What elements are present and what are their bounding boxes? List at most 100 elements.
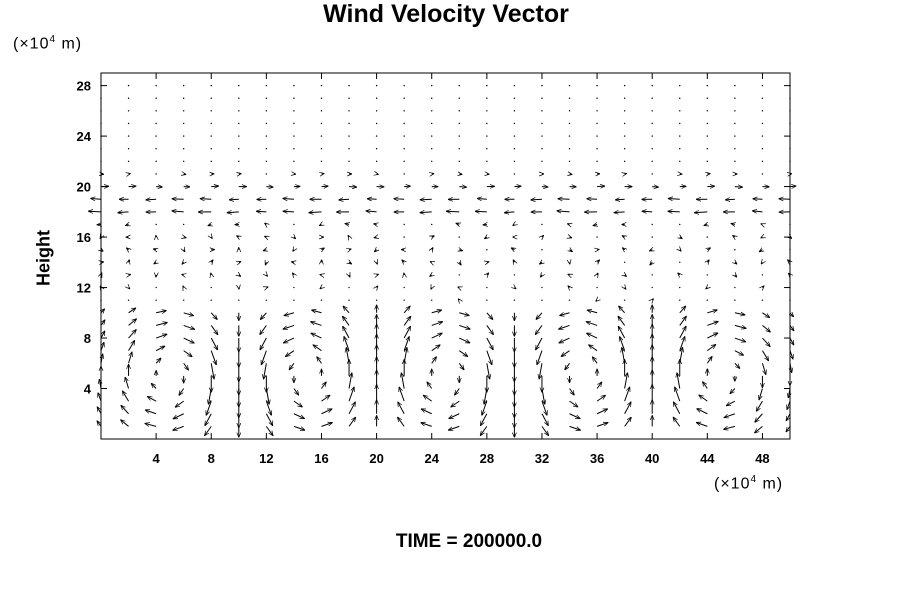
vector-arrow (513, 224, 514, 225)
vector-arrow (421, 423, 432, 427)
vector-arrow (403, 348, 407, 364)
vector-arrow (210, 312, 217, 320)
vector-arrow (704, 224, 707, 225)
vector-point (734, 97, 736, 99)
vector-arrow (265, 426, 273, 435)
vector-arrow (88, 211, 102, 212)
y-tick-label: 24 (77, 129, 92, 144)
vector-arrow (620, 337, 626, 351)
vector-arrow (786, 426, 790, 431)
y-tick-label: 8 (84, 331, 91, 346)
y-tick-label: 20 (77, 180, 91, 195)
x-unit-exponent: 4 (750, 474, 758, 485)
vector-point (238, 299, 240, 301)
vector-arrow (459, 250, 462, 251)
vector-arrow (652, 299, 653, 300)
vector-arrow (91, 198, 102, 199)
vector-point (403, 286, 405, 289)
vector-arrow (309, 212, 322, 213)
vector-arrow (559, 337, 570, 343)
vector-arrow (597, 273, 598, 275)
vector-arrow (569, 425, 581, 430)
vector-point (403, 84, 405, 87)
vector-arrow (735, 262, 737, 264)
vector-arrow (762, 286, 763, 288)
vector-arrow (289, 362, 295, 369)
vector-arrow (126, 224, 129, 225)
vector-point (513, 173, 516, 175)
vector-arrow (349, 275, 350, 277)
vector-arrow (762, 350, 768, 361)
vector-point (679, 299, 681, 301)
vector-arrow (155, 322, 167, 326)
vector-point (155, 135, 157, 137)
x-tick-label: 12 (259, 451, 273, 466)
vector-point (541, 148, 543, 150)
vector-arrow (208, 224, 211, 225)
vector-point (651, 173, 653, 175)
vector-point (513, 122, 516, 125)
vector-point (403, 135, 405, 137)
vector-arrow (707, 260, 709, 262)
vector-point (293, 148, 295, 150)
vector-point (486, 110, 488, 112)
vector-point (761, 173, 764, 175)
vector-arrow (557, 211, 570, 212)
vector-point (706, 122, 709, 125)
vector-arrow (321, 409, 331, 415)
vector-point (210, 286, 212, 289)
vector-point (127, 160, 130, 163)
vector-point (431, 122, 433, 125)
vector-arrow (173, 413, 184, 419)
vector-arrow (421, 409, 432, 415)
y-tick-label: 12 (77, 281, 91, 296)
vector-arrow (449, 413, 460, 419)
vector-point (293, 110, 295, 112)
vector-point (431, 84, 433, 87)
vector-arrow (210, 350, 216, 365)
vector-arrow (668, 198, 680, 199)
vector-arrow (121, 420, 129, 427)
vector-arrow (343, 316, 350, 326)
vector-point (761, 160, 764, 163)
vector-point (403, 122, 405, 125)
x-tick-label: 4 (153, 451, 161, 466)
vector-arrow (154, 262, 156, 263)
vector-point (706, 299, 709, 301)
vector-point (403, 299, 405, 301)
vector-arrow (321, 395, 329, 402)
vector-arrow (593, 224, 597, 225)
vector-arrow (155, 358, 161, 364)
x-tick-label: 32 (535, 451, 549, 466)
vector-arrow (513, 260, 514, 262)
vector-point (541, 299, 543, 301)
vector-point (734, 135, 736, 137)
vector-point (182, 122, 185, 125)
vector-arrow (790, 313, 793, 317)
vector-point (348, 299, 350, 301)
vector-point (596, 122, 598, 125)
vector-arrow (569, 400, 578, 407)
vector-point (155, 97, 157, 99)
vector-arrow (542, 236, 544, 238)
vector-point (734, 84, 736, 87)
vector-point (513, 299, 516, 301)
vector-point (403, 148, 405, 150)
vector-point (320, 148, 323, 150)
vector-point (679, 148, 681, 150)
vector-arrow (148, 397, 157, 402)
vector-point (348, 97, 350, 99)
vector-arrow (694, 212, 708, 213)
vector-arrow (431, 357, 437, 364)
vector-arrow (377, 286, 378, 288)
vector-point (623, 135, 626, 137)
vector-arrow (734, 337, 746, 342)
vector-point (403, 160, 405, 163)
vector-point (734, 286, 736, 289)
vector-arrow (403, 337, 409, 351)
vector-point (486, 148, 488, 150)
vector-point (265, 122, 268, 125)
vector-arrow (679, 306, 686, 314)
vector-arrow (293, 425, 305, 430)
vector-arrow (145, 410, 157, 415)
